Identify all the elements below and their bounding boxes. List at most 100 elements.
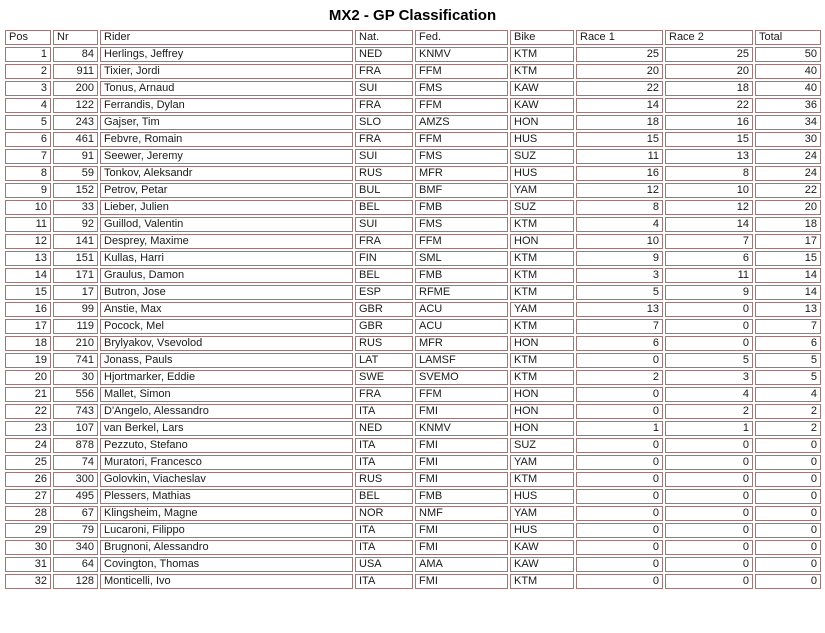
cell-race2: 0 <box>665 523 753 538</box>
cell-race2: 9 <box>665 285 753 300</box>
cell-bike: HUS <box>510 523 574 538</box>
cell-bike: SUZ <box>510 149 574 164</box>
cell-race1: 25 <box>576 47 663 62</box>
cell-pos: 12 <box>5 234 51 249</box>
table-row: 25 74 Muratori, Francesco ITA FMI YAM 0 0 0 <box>5 455 821 470</box>
cell-fed: FMI <box>415 472 508 487</box>
cell-race1: 14 <box>576 98 663 113</box>
cell-race2: 20 <box>665 64 753 79</box>
cell-fed: FMI <box>415 404 508 419</box>
table-row: 5 243 Gajser, Tim SLO AMZS HON 18 16 34 <box>5 115 821 130</box>
cell-bike: YAM <box>510 183 574 198</box>
cell-bike: KTM <box>510 370 574 385</box>
cell-nr: 92 <box>53 217 98 232</box>
cell-rider: Hjortmarker, Eddie <box>100 370 353 385</box>
cell-nr: 743 <box>53 404 98 419</box>
cell-rider: Pocock, Mel <box>100 319 353 334</box>
cell-pos: 7 <box>5 149 51 164</box>
cell-nat: RUS <box>355 336 413 351</box>
cell-race1: 15 <box>576 132 663 147</box>
cell-nr: 74 <box>53 455 98 470</box>
cell-fed: AMZS <box>415 115 508 130</box>
cell-nr: 79 <box>53 523 98 538</box>
cell-fed: FFM <box>415 132 508 147</box>
cell-race2: 0 <box>665 455 753 470</box>
cell-bike: KAW <box>510 81 574 96</box>
cell-nr: 30 <box>53 370 98 385</box>
cell-pos: 11 <box>5 217 51 232</box>
table-row: 17 119 Pocock, Mel GBR ACU KTM 7 0 7 <box>5 319 821 334</box>
table-row: 4 122 Ferrandis, Dylan FRA FFM KAW 14 22 36 <box>5 98 821 113</box>
cell-bike: SUZ <box>510 438 574 453</box>
cell-race1: 4 <box>576 217 663 232</box>
cell-bike: KTM <box>510 353 574 368</box>
cell-race2: 0 <box>665 336 753 351</box>
cell-race1: 1 <box>576 421 663 436</box>
cell-rider: van Berkel, Lars <box>100 421 353 436</box>
cell-total: 0 <box>755 506 821 521</box>
cell-nat: RUS <box>355 166 413 181</box>
cell-total: 15 <box>755 251 821 266</box>
cell-rider: Monticelli, Ivo <box>100 574 353 589</box>
cell-fed: SVEMO <box>415 370 508 385</box>
cell-fed: BMF <box>415 183 508 198</box>
cell-race1: 18 <box>576 115 663 130</box>
cell-race1: 0 <box>576 489 663 504</box>
cell-fed: FMB <box>415 489 508 504</box>
cell-total: 5 <box>755 353 821 368</box>
cell-nat: LAT <box>355 353 413 368</box>
cell-race1: 10 <box>576 234 663 249</box>
cell-fed: KNMV <box>415 47 508 62</box>
cell-pos: 18 <box>5 336 51 351</box>
cell-race2: 16 <box>665 115 753 130</box>
cell-pos: 31 <box>5 557 51 572</box>
cell-pos: 2 <box>5 64 51 79</box>
cell-total: 0 <box>755 540 821 555</box>
cell-bike: KTM <box>510 251 574 266</box>
cell-race1: 7 <box>576 319 663 334</box>
cell-nr: 151 <box>53 251 98 266</box>
cell-rider: Seewer, Jeremy <box>100 149 353 164</box>
cell-pos: 3 <box>5 81 51 96</box>
cell-nr: 878 <box>53 438 98 453</box>
cell-bike: YAM <box>510 455 574 470</box>
cell-total: 0 <box>755 523 821 538</box>
cell-pos: 8 <box>5 166 51 181</box>
cell-fed: FFM <box>415 98 508 113</box>
cell-rider: Desprey, Maxime <box>100 234 353 249</box>
cell-nr: 128 <box>53 574 98 589</box>
cell-pos: 15 <box>5 285 51 300</box>
cell-pos: 14 <box>5 268 51 283</box>
cell-bike: HON <box>510 387 574 402</box>
cell-pos: 32 <box>5 574 51 589</box>
cell-rider: Brugnoni, Alessandro <box>100 540 353 555</box>
cell-total: 0 <box>755 489 821 504</box>
cell-race2: 0 <box>665 506 753 521</box>
cell-total: 14 <box>755 268 821 283</box>
cell-race1: 3 <box>576 268 663 283</box>
column-header-rider: Rider <box>100 30 353 45</box>
cell-nat: ESP <box>355 285 413 300</box>
cell-nat: SLO <box>355 115 413 130</box>
column-header-race1: Race 1 <box>576 30 663 45</box>
cell-pos: 23 <box>5 421 51 436</box>
table-body: 1 84 Herlings, Jeffrey NED KNMV KTM 25 25 50 2 911… <box>5 47 821 589</box>
cell-total: 22 <box>755 183 821 198</box>
cell-nat: FRA <box>355 387 413 402</box>
cell-rider: Pezzuto, Stefano <box>100 438 353 453</box>
cell-bike: HON <box>510 404 574 419</box>
cell-rider: Petrov, Petar <box>100 183 353 198</box>
table-row: 6 461 Febvre, Romain FRA FFM HUS 15 15 30 <box>5 132 821 147</box>
cell-total: 13 <box>755 302 821 317</box>
cell-race1: 16 <box>576 166 663 181</box>
cell-nat: ITA <box>355 540 413 555</box>
cell-total: 0 <box>755 438 821 453</box>
cell-race2: 10 <box>665 183 753 198</box>
cell-rider: Tonkov, Aleksandr <box>100 166 353 181</box>
cell-nr: 119 <box>53 319 98 334</box>
table-row: 15 17 Butron, Jose ESP RFME KTM 5 9 14 <box>5 285 821 300</box>
cell-nat: SUI <box>355 217 413 232</box>
cell-bike: KAW <box>510 557 574 572</box>
cell-race1: 0 <box>576 455 663 470</box>
cell-bike: HUS <box>510 166 574 181</box>
